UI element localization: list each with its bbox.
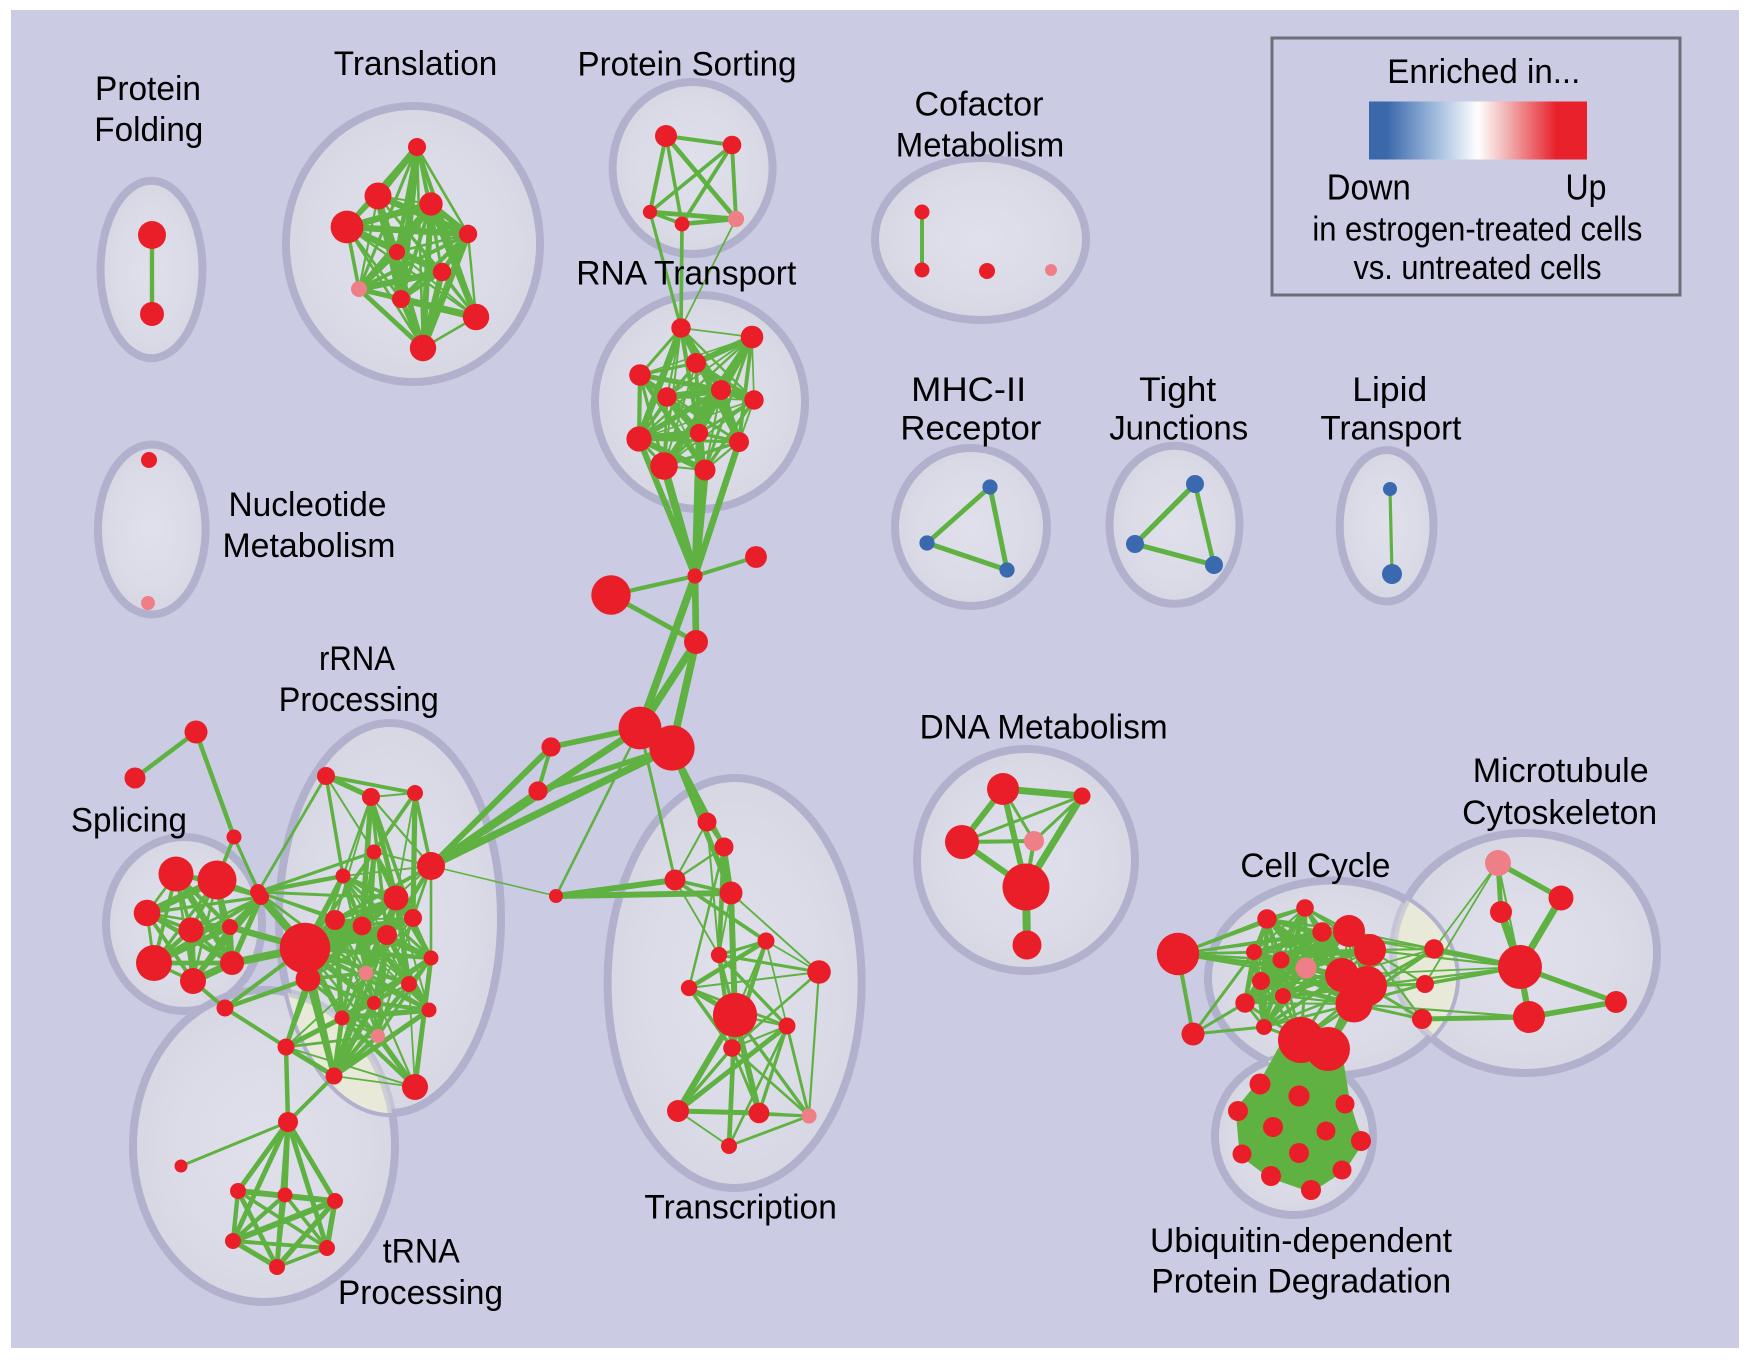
svg-text:rRNA: rRNA	[319, 640, 395, 678]
svg-text:Nucleotide: Nucleotide	[229, 486, 387, 524]
svg-text:Folding: Folding	[94, 111, 203, 149]
svg-text:Protein Degradation: Protein Degradation	[1151, 1263, 1451, 1301]
svg-text:Up: Up	[1566, 167, 1607, 208]
svg-text:RNA Transport: RNA Transport	[576, 255, 797, 293]
svg-text:Metabolism: Metabolism	[223, 527, 396, 565]
svg-text:Protein: Protein	[95, 70, 201, 108]
svg-text:Lipid: Lipid	[1352, 371, 1427, 409]
svg-text:Processing: Processing	[338, 1274, 503, 1312]
svg-text:Enriched in...: Enriched in...	[1387, 53, 1580, 91]
svg-text:vs. untreated cells: vs. untreated cells	[1354, 249, 1602, 287]
svg-text:Tight: Tight	[1139, 371, 1217, 409]
svg-text:Metabolism: Metabolism	[896, 127, 1065, 165]
svg-text:Cytoskeleton: Cytoskeleton	[1462, 794, 1657, 832]
svg-text:Processing: Processing	[279, 681, 439, 719]
svg-text:Cell Cycle: Cell Cycle	[1240, 847, 1390, 885]
svg-text:tRNA: tRNA	[383, 1233, 460, 1271]
svg-text:Splicing: Splicing	[71, 802, 187, 840]
svg-text:MHC-II: MHC-II	[911, 371, 1026, 409]
svg-text:Microtubule: Microtubule	[1473, 752, 1649, 790]
svg-text:Ubiquitin-dependent: Ubiquitin-dependent	[1150, 1222, 1453, 1260]
svg-text:Translation: Translation	[334, 45, 498, 83]
svg-text:Junctions: Junctions	[1109, 410, 1248, 448]
svg-text:Cofactor: Cofactor	[915, 86, 1044, 124]
svg-text:Protein Sorting: Protein Sorting	[578, 46, 797, 84]
svg-text:Transport: Transport	[1320, 410, 1462, 448]
svg-text:in estrogen-treated cells: in estrogen-treated cells	[1312, 210, 1642, 248]
svg-text:Receptor: Receptor	[900, 410, 1041, 448]
svg-text:Transcription: Transcription	[644, 1188, 837, 1226]
svg-text:DNA Metabolism: DNA Metabolism	[920, 708, 1168, 746]
svg-text:Down: Down	[1327, 167, 1411, 208]
